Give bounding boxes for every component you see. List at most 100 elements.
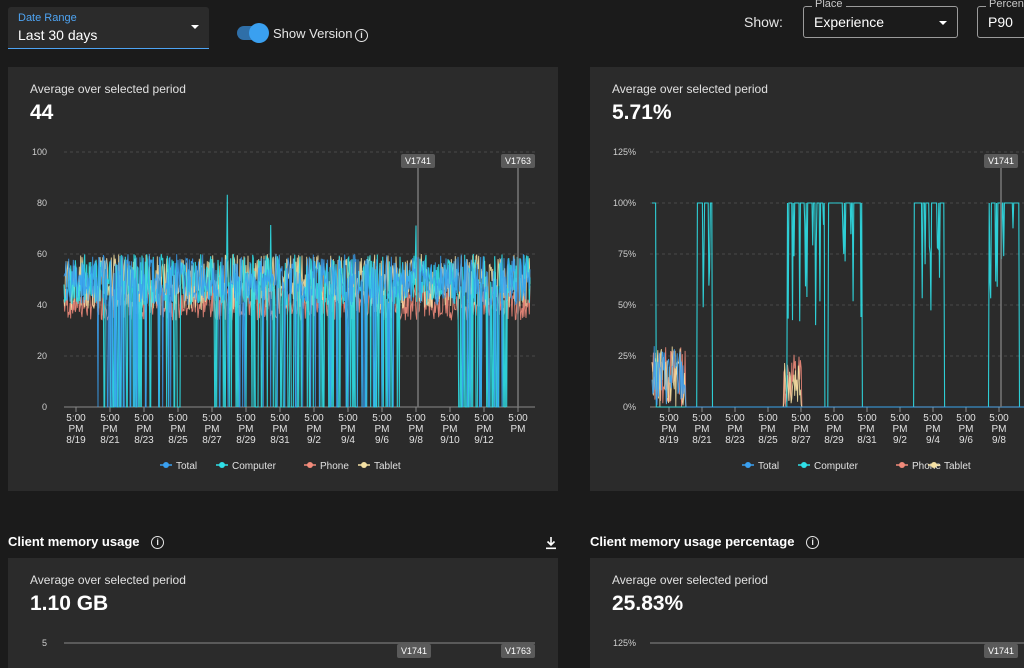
legend-label: Phone (912, 461, 941, 472)
line-chart-1: 0204060801005:00PM8/195:00PM8/215:00PM8/… (32, 147, 535, 472)
percentile-label: Percent (986, 0, 1024, 10)
y-tick-label: 5 (42, 638, 47, 648)
x-tick-label: 9/8 (409, 435, 423, 446)
x-tick-label: PM (375, 424, 390, 435)
info-icon[interactable]: i (355, 26, 368, 44)
show-label: Show: (744, 14, 783, 30)
x-tick-label: 8/21 (100, 435, 120, 446)
y-tick-label: 50% (618, 300, 636, 310)
caret-down-icon (939, 21, 947, 25)
show-version-toggle[interactable] (237, 23, 269, 43)
x-tick-label: PM (662, 424, 677, 435)
x-tick-label: 8/27 (791, 435, 811, 446)
section-title-memory: Client memory usage i (8, 534, 165, 549)
panel-average-value: 5.71% (612, 101, 672, 124)
y-tick-label: 80 (37, 198, 47, 208)
panel-subtitle: Average over selected period (30, 573, 186, 587)
date-range-label: Date Range (18, 12, 77, 24)
version-marker-badge (501, 644, 535, 658)
x-tick-label: 5:00 (372, 413, 392, 424)
x-tick-label: 5:00 (758, 413, 778, 424)
x-tick-label: PM (409, 424, 424, 435)
x-tick-label: 5:00 (270, 413, 290, 424)
place-select[interactable]: Place Experience (803, 0, 958, 38)
legend-label: Computer (814, 461, 859, 472)
percentile-select[interactable]: Percent P90 (977, 0, 1024, 38)
y-tick-label: 125% (613, 147, 636, 157)
x-tick-label: PM (992, 424, 1007, 435)
legend-swatch-dot (163, 462, 169, 468)
x-tick-label: 9/2 (307, 435, 321, 446)
chart-panel-1: Average over selected period 44 0 20 40 60 8… (8, 67, 558, 491)
y-tick-label: 75% (618, 249, 636, 259)
download-icon[interactable] (545, 536, 557, 550)
x-tick-label: PM (959, 424, 974, 435)
x-tick-label: 8/19 (66, 435, 86, 446)
panel-subtitle: Average over selected period (30, 82, 186, 96)
version-marker-badge (984, 154, 1018, 168)
x-tick-label: 5:00 (956, 413, 976, 424)
y-tick-label: 0% (623, 402, 636, 412)
x-tick-label: 5:00 (923, 413, 943, 424)
x-tick-label: 5:00 (440, 413, 460, 424)
legend-swatch-dot (307, 462, 313, 468)
legend-swatch-dot (801, 462, 807, 468)
x-tick-label: 8/25 (168, 435, 188, 446)
version-marker-badge (984, 644, 1018, 658)
toggle-knob (249, 23, 269, 43)
x-tick-label: PM (273, 424, 288, 435)
x-tick-label: 9/10 (440, 435, 460, 446)
x-tick-label: 9/8 (992, 435, 1006, 446)
x-tick-label: PM (103, 424, 118, 435)
legend-label: Total (758, 461, 779, 472)
x-tick-label: 5:00 (134, 413, 154, 424)
x-tick-label: 9/6 (375, 435, 389, 446)
percentile-value: P90 (988, 14, 1013, 30)
x-tick-label: PM (205, 424, 220, 435)
x-tick-label: PM (171, 424, 186, 435)
x-tick-label: 5:00 (989, 413, 1009, 424)
x-tick-label: 5:00 (890, 413, 910, 424)
version-marker-label: V1741 (988, 156, 1014, 166)
x-tick-label: 5:00 (659, 413, 679, 424)
x-tick-label: PM (926, 424, 941, 435)
legend-label: Tablet (944, 461, 971, 472)
x-tick-label: PM (239, 424, 254, 435)
version-marker-label: V1763 (505, 646, 531, 656)
line-chart-4: 125% V1741 (613, 638, 1024, 658)
chart-panel-2: Average over selected period 5.71% 0% 25%… (590, 67, 1024, 491)
x-tick-label: PM (794, 424, 809, 435)
series-line-total (63, 253, 531, 408)
version-marker-label: V1741 (401, 646, 427, 656)
info-icon[interactable]: i (806, 536, 820, 549)
version-marker-badge (401, 154, 435, 168)
x-tick-label: 5:00 (100, 413, 120, 424)
y-tick-label: 0 (42, 402, 47, 412)
x-tick-label: 5:00 (406, 413, 426, 424)
x-tick-label: 8/25 (758, 435, 778, 446)
y-tick-label: 60 (37, 249, 47, 259)
x-tick-label: 9/12 (474, 435, 494, 446)
date-range-value: Last 30 days (18, 27, 98, 43)
x-tick-label: PM (728, 424, 743, 435)
x-tick-label: PM (307, 424, 322, 435)
x-tick-label: 5:00 (692, 413, 712, 424)
y-tick-label: 125% (613, 638, 636, 648)
section-title-text: Client memory usage (8, 534, 140, 549)
caret-down-icon (191, 25, 199, 29)
x-tick-label: 8/23 (134, 435, 154, 446)
x-tick-label: PM (695, 424, 710, 435)
x-tick-label: 8/27 (202, 435, 222, 446)
x-tick-label: 8/31 (270, 435, 290, 446)
x-tick-label: 9/4 (341, 435, 355, 446)
x-tick-label: 8/21 (692, 435, 712, 446)
x-tick-label: 8/29 (236, 435, 256, 446)
panel-average-value: 1.10 GB (30, 592, 109, 615)
x-tick-label: 9/6 (959, 435, 973, 446)
x-tick-label: PM (761, 424, 776, 435)
panel-subtitle: Average over selected period (612, 82, 768, 96)
info-icon[interactable]: i (151, 536, 165, 549)
chart-panel-4: Average over selected period 25.83% 125%… (590, 558, 1024, 668)
date-range-select[interactable]: Date Range Last 30 days (8, 7, 209, 49)
x-tick-label: 5:00 (824, 413, 844, 424)
